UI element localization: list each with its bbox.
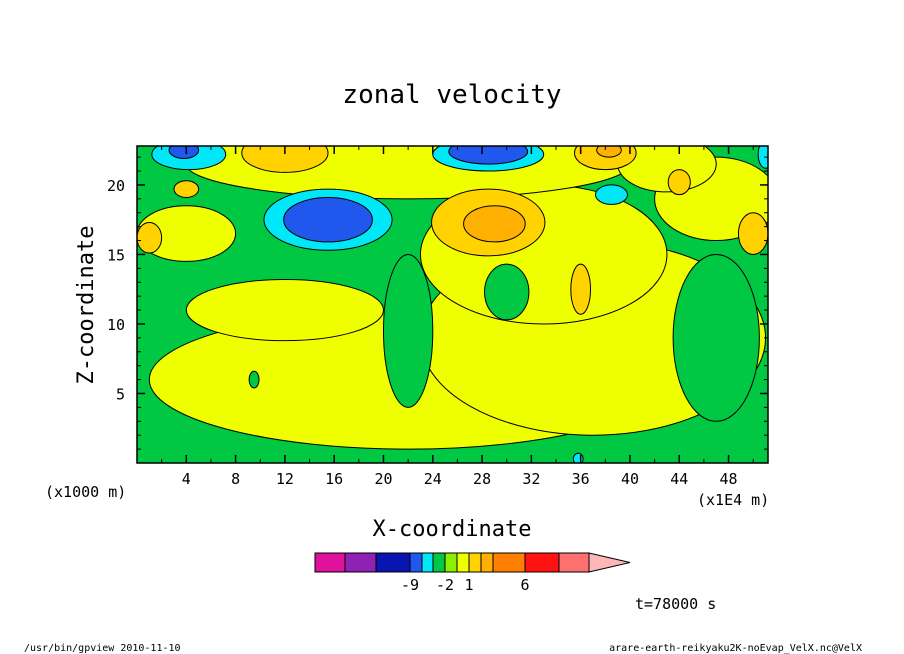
x-tick-label: 8 <box>231 470 240 488</box>
colorbar-swatch <box>444 552 458 573</box>
colorbar-arrow <box>588 552 631 573</box>
colorbar-swatch <box>432 552 446 573</box>
x-tick-label: 36 <box>572 470 590 488</box>
x-unit-note: (x1E4 m) <box>697 491 769 509</box>
y-axis-label: Z-coordinate <box>74 226 99 385</box>
colorbar-label: 6 <box>520 576 529 594</box>
contour-region-pos1-5 <box>137 205 237 262</box>
contour-region-pos2-7 <box>173 180 200 198</box>
contour-region-pos2-6 <box>137 221 163 254</box>
contour-region-pos2-3 <box>570 263 592 315</box>
contour-region-pos2-5 <box>737 212 768 255</box>
colorbar-swatch <box>468 552 482 573</box>
x-tick-label: 44 <box>670 470 688 488</box>
colorbar-swatch <box>480 552 494 573</box>
time-annotation: t=78000 s <box>635 595 716 613</box>
contour-region-pos2-4 <box>667 169 691 196</box>
contour-region-zero-0 <box>382 253 434 408</box>
colorbar-label: 1 <box>464 576 473 594</box>
y-tick-label: 15 <box>107 246 125 264</box>
footer-left: /usr/bin/gpview 2010-11-10 <box>24 643 181 654</box>
contour-region-pos1-2 <box>185 278 384 342</box>
x-axis: 4 8 12 16 20 24 28 32 36 40 44 48 <box>161 146 754 488</box>
colorbar-swatch <box>344 552 377 573</box>
footer-right: arare-earth-reikyaku2K-noEvap_VelX.nc@Ve… <box>609 643 862 654</box>
contour-region-pos1-7 <box>617 146 717 193</box>
y-axis: 5 10 15 20 <box>107 156 768 450</box>
colorbar-label: -9 <box>401 576 419 594</box>
colorbar-swatch <box>409 552 423 573</box>
y-tick-label: 20 <box>107 177 125 195</box>
contour-region-neg2-2 <box>168 146 200 160</box>
chart-title: zonal velocity <box>342 80 561 110</box>
contour-region-pos3-0 <box>463 205 526 243</box>
y-unit-note: (x1000 m) <box>45 483 126 501</box>
colorbar-swatch <box>524 552 560 573</box>
x-tick-label: 48 <box>720 470 738 488</box>
x-tick-label: 32 <box>522 470 540 488</box>
y-tick-label: 10 <box>107 316 125 334</box>
contour-region-neg2-0 <box>283 196 373 243</box>
colorbar-swatch <box>314 552 346 573</box>
contour-region-zero-1 <box>484 263 530 321</box>
x-tick-label: 12 <box>276 470 294 488</box>
colorbar-swatch <box>421 552 434 573</box>
x-axis-label: X-coordinate <box>373 517 532 542</box>
contour-region-neg1-3 <box>594 184 629 205</box>
contour-region-pos2-1 <box>241 146 329 173</box>
x-tick-label: 24 <box>424 470 442 488</box>
x-tick-label: 16 <box>325 470 343 488</box>
y-tick-label: 5 <box>116 385 125 403</box>
colorbar-swatch <box>492 552 526 573</box>
colorbar-swatch <box>456 552 470 573</box>
colorbar-swatch <box>375 552 411 573</box>
x-tick-label: 20 <box>374 470 392 488</box>
contour-region-neg1-4 <box>757 146 768 169</box>
x-tick-label: 40 <box>621 470 639 488</box>
contour-region-pos3-1 <box>596 146 622 158</box>
x-tick-label: 4 <box>182 470 191 488</box>
colorbar-label: -2 <box>436 576 454 594</box>
contour-region-zero-2 <box>672 253 760 422</box>
plot-frame <box>136 145 769 464</box>
colorbar-swatch <box>558 552 590 573</box>
contour-region-neg2-1 <box>448 146 529 165</box>
colorbar: -9 -2 1 6 <box>314 552 631 594</box>
x-tick-label: 28 <box>473 470 491 488</box>
contour-region-zero-3 <box>248 370 260 389</box>
